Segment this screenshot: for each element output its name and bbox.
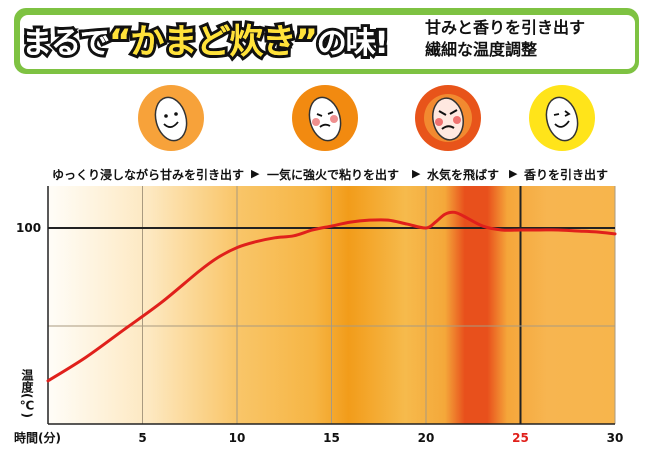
subtitle-line-2: 繊細な温度調整	[425, 40, 538, 59]
chart-marks	[46, 210, 617, 383]
x-tick-label-5: 5	[138, 431, 146, 445]
stage-label-4: 香りを引き出す	[524, 168, 609, 182]
headline-fill: まるで“かまど炊き”の味!	[22, 14, 389, 63]
grid-lines	[47, 186, 616, 425]
x-tick-label-10: 10	[229, 431, 246, 445]
stage-arrow-2: ▶	[412, 167, 421, 180]
headline-part-a: まるで	[19, 23, 113, 64]
y-tick-label-100: 100	[16, 221, 41, 235]
stage-label-1: ゆっくり浸しながら甘みを引き出す	[52, 168, 245, 182]
stage-arrow-3: ▶	[509, 167, 518, 180]
happy-rice-icon	[138, 85, 204, 151]
angry-rice-icon	[415, 85, 481, 151]
x-tick-label-25: 25	[512, 431, 529, 445]
x-tick-label-30: 30	[607, 431, 624, 445]
stage-arrow-1: ▶	[251, 167, 260, 180]
headline: まるで“かまど炊き”の味!	[19, 14, 392, 65]
x-tick-label-20: 20	[418, 431, 435, 445]
header-banner-inner	[20, 15, 635, 69]
x-axis-label: 時間(分)	[14, 431, 61, 445]
headline-fill-b: “かまど炊き”	[109, 22, 318, 62]
stage-label-2: 一気に強火で粘りを出す	[267, 168, 400, 182]
subtitle-line-1: 甘みと香りを引き出す	[425, 18, 586, 37]
headline-part-c: の味!	[314, 23, 392, 64]
headline-fill-c: の味!	[316, 26, 389, 61]
winking-rice-icon	[529, 85, 595, 151]
headline-part-b: “かまど炊き”	[106, 19, 321, 65]
temperature-curve-0	[46, 210, 617, 383]
y-axis-label: 温度(℃)	[20, 369, 34, 418]
hot-rice-icon	[292, 85, 358, 151]
subtitle: 甘みと香りを引き出す 繊細な温度調整	[425, 17, 585, 61]
tick-labels: 5 10 15 20 25 30 100	[16, 221, 623, 445]
stage-label-3: 水気を飛ばす	[427, 168, 500, 182]
headline-fill-a: まるで	[22, 26, 110, 61]
x-tick-label-15: 15	[323, 431, 340, 445]
